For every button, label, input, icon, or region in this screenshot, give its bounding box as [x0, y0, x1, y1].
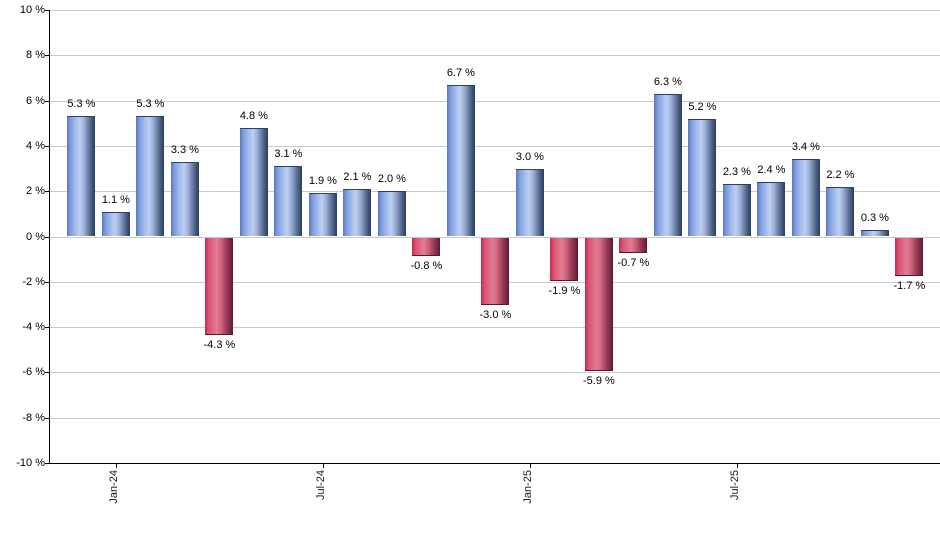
bar-value-label: -0.7 % — [617, 257, 650, 270]
y-axis-tick — [45, 145, 49, 147]
y-axis-tick-label: 4 % — [26, 139, 45, 152]
bar — [791, 159, 820, 237]
bar — [653, 93, 682, 237]
y-axis-tick-label: 0 % — [26, 230, 45, 243]
bar-value-label: 3.3 % — [170, 143, 199, 156]
bar — [584, 237, 613, 372]
bar-value-label: 6.3 % — [653, 75, 682, 88]
bar-value-label: 1.9 % — [308, 175, 337, 188]
y-axis-tick — [45, 191, 49, 193]
bar — [205, 237, 234, 335]
y-axis-tick-label: 10 % — [19, 4, 45, 16]
bar — [239, 127, 268, 237]
y-grid-line — [49, 145, 940, 147]
bar-value-label: 3.0 % — [515, 150, 544, 163]
bar-value-label: 4.8 % — [239, 109, 268, 122]
bar-value-label: -1.7 % — [893, 280, 926, 292]
bar — [136, 116, 165, 237]
y-grid-line — [49, 10, 940, 11]
bar-value-label: 2.3 % — [722, 166, 751, 179]
y-grid-line — [49, 372, 940, 374]
bar-value-label: 3.4 % — [791, 141, 820, 154]
y-axis-tick-label: -2 % — [22, 275, 45, 288]
bar-value-label: 2.4 % — [757, 164, 786, 177]
y-axis-tick-label: -4 % — [22, 321, 45, 334]
y-axis-tick — [45, 10, 49, 11]
bar — [67, 116, 96, 237]
x-axis-tick — [115, 463, 117, 468]
bar — [377, 191, 406, 237]
bar-value-label: 2.1 % — [343, 170, 372, 183]
y-axis-tick — [45, 372, 49, 374]
bar — [550, 237, 579, 281]
bar — [722, 184, 751, 237]
y-grid-line — [49, 236, 940, 238]
y-grid-line — [49, 327, 940, 329]
x-axis-tick — [529, 463, 531, 468]
bar-value-label: 5.3 % — [136, 98, 165, 111]
y-grid-line — [49, 55, 940, 57]
bar — [515, 168, 544, 237]
y-axis-tick-label: -6 % — [22, 366, 45, 379]
bar-value-label: 1.1 % — [101, 193, 130, 206]
bar — [860, 229, 889, 237]
bar-value-label: 6.7 % — [446, 66, 475, 79]
y-axis-tick — [45, 55, 49, 57]
y-axis-tick — [45, 417, 49, 419]
bar-value-label: 2.0 % — [377, 173, 406, 186]
bar — [170, 161, 199, 237]
x-axis-line — [49, 463, 940, 464]
bar — [101, 211, 130, 237]
y-axis-tick — [45, 236, 49, 238]
bar — [619, 237, 648, 254]
bar — [412, 237, 441, 256]
bar — [274, 166, 303, 237]
bar-value-label: 2.2 % — [826, 168, 855, 181]
bar — [757, 182, 786, 237]
y-axis-line — [49, 10, 50, 463]
x-axis-tick-label: Jul-25 — [728, 470, 741, 500]
bar — [826, 186, 855, 237]
bar-value-label: -3.0 % — [479, 309, 512, 322]
bar — [688, 118, 717, 237]
bar — [343, 188, 372, 237]
y-axis-tick-label: -10 % — [16, 457, 45, 469]
y-axis-tick-label: -8 % — [22, 411, 45, 424]
x-axis-tick — [736, 463, 738, 468]
bar-value-label: 5.2 % — [688, 100, 717, 113]
x-axis-tick-label: Jan-25 — [521, 470, 534, 504]
y-axis-tick-label: 8 % — [26, 49, 45, 62]
y-grid-line — [49, 100, 940, 102]
y-grid-line — [49, 191, 940, 193]
bar-value-label: -1.9 % — [548, 284, 581, 297]
x-axis-tick — [322, 463, 324, 468]
y-axis-tick — [45, 100, 49, 102]
y-axis-tick-label: 2 % — [26, 185, 45, 198]
bar — [446, 84, 475, 237]
y-axis-tick — [45, 281, 49, 283]
bar-value-label: -4.3 % — [203, 338, 236, 351]
y-grid-line — [49, 417, 940, 419]
x-axis-tick-label: Jan-24 — [107, 470, 120, 504]
bar-value-label: 3.1 % — [274, 148, 303, 161]
y-axis-tick — [45, 463, 49, 464]
bar — [308, 193, 337, 237]
bar — [481, 237, 510, 306]
y-axis-tick — [45, 327, 49, 329]
y-axis-tick-label: 6 % — [26, 94, 45, 107]
bar-value-label: 0.3 % — [860, 211, 889, 224]
bar-value-label: -5.9 % — [582, 375, 615, 388]
bar — [895, 237, 924, 276]
bar-value-label: 5.3 % — [67, 98, 96, 111]
x-axis-tick-label: Jul-24 — [314, 470, 327, 500]
bar-value-label: -0.8 % — [410, 259, 443, 272]
